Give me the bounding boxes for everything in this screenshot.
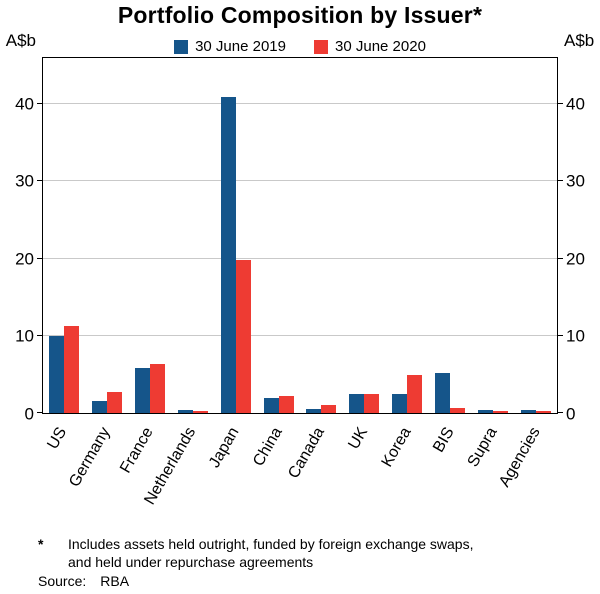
bar-30-June-2019-Agencies xyxy=(520,409,536,413)
bar-30-June-2020-Japan xyxy=(235,260,251,413)
y-tick-label-left-40: 40 xyxy=(15,94,34,114)
bar-30-June-2020-Canada xyxy=(321,404,337,413)
y-tick-label-left-0: 0 xyxy=(24,404,34,424)
bar-30-June-2019-UK xyxy=(349,394,365,413)
x-tick-label-Supra: Supra xyxy=(464,424,501,470)
chart-title: Portfolio Composition by Issuer* xyxy=(117,2,483,28)
gridline-10 xyxy=(43,334,557,336)
y-tick-label-right-20: 20 xyxy=(566,249,585,269)
source-label: Source: xyxy=(38,573,87,589)
axis-tick-tick-right-0 xyxy=(557,412,563,413)
y-axis-labels-right: 0 10 20 30 40 xyxy=(558,57,600,422)
legend-item-2020: 30 June 2020 xyxy=(314,38,426,55)
bar-30-June-2019-US xyxy=(49,335,65,413)
x-tick-label-Korea: Korea xyxy=(378,424,415,470)
axis-tick-tick-left-10 xyxy=(37,334,43,336)
bar-30-June-2019-Korea xyxy=(392,394,408,413)
legend-label-2019: 30 June 2019 xyxy=(195,38,286,55)
bar-30-June-2019-Germany xyxy=(92,401,108,413)
y-tick-label-right-30: 30 xyxy=(566,171,585,191)
y-tick-label-right-40: 40 xyxy=(566,94,585,114)
bar-30-June-2019-Supra xyxy=(477,409,493,413)
axis-tick-tick-right-10 xyxy=(557,334,563,336)
bar-30-June-2019-BIS xyxy=(434,372,450,413)
x-tick-label-China: China xyxy=(249,424,286,470)
x-tick-label-UK: UK xyxy=(345,424,372,453)
axis-tick-tick-right-20 xyxy=(557,257,563,259)
bar-30-June-2019-China xyxy=(263,397,279,413)
footnote-marker: * xyxy=(38,536,44,552)
y-axis-unit-left: A$b xyxy=(5,31,36,50)
bar-30-June-2020-Korea xyxy=(407,375,423,413)
y-tick-label-right-0: 0 xyxy=(566,404,576,424)
y-tick-label-left-20: 20 xyxy=(15,249,34,269)
x-tick-label-BIS: BIS xyxy=(429,424,458,456)
bar-30-June-2020-BIS xyxy=(449,407,465,413)
bar-30-June-2020-US xyxy=(64,325,80,413)
plot-area xyxy=(37,57,563,414)
gridline-20 xyxy=(43,257,557,259)
axis-tick-tick-left-0 xyxy=(37,412,43,413)
bar-30-June-2020-China xyxy=(278,396,294,413)
bar-30-June-2020-UK xyxy=(364,394,380,413)
x-tick-label-Canada: Canada xyxy=(285,424,329,482)
legend-label-2020: 30 June 2020 xyxy=(335,38,426,55)
source-value: RBA xyxy=(100,573,130,589)
bar-30-June-2019-Netherlands xyxy=(177,409,193,413)
axis-tick-tick-right-30 xyxy=(557,180,563,182)
y-axis-unit-right: A$b xyxy=(564,31,595,50)
gridline-30 xyxy=(43,180,557,182)
bar-30-June-2020-Supra xyxy=(492,410,508,413)
gridline-40 xyxy=(43,103,557,105)
y-tick-label-left-10: 10 xyxy=(15,326,34,346)
axis-tick-tick-left-40 xyxy=(37,103,43,105)
bar-30-June-2020-France xyxy=(150,363,166,413)
bar-30-June-2019-Japan xyxy=(220,96,236,413)
y-tick-label-left-30: 30 xyxy=(15,171,34,191)
footnote-text: Includes assets held outright, funded by… xyxy=(68,536,473,571)
x-axis-labels: US Germany France Netherlands Japan China Cana… xyxy=(42,414,558,534)
footnote: * Includes assets held outright, funded … xyxy=(38,536,584,571)
y-tick-label-right-10: 10 xyxy=(566,326,585,346)
x-tick-label-Germany: Germany xyxy=(65,424,114,490)
bar-30-June-2020-Germany xyxy=(107,392,123,413)
legend: 30 June 2019 30 June 2020 xyxy=(42,38,558,55)
footnote-line-2: and held under repurchase agreements xyxy=(68,553,314,570)
x-tick-label-Japan: Japan xyxy=(205,424,243,471)
footnote-line-1: Includes assets held outright, funded by… xyxy=(68,536,474,552)
bar-30-June-2019-Canada xyxy=(306,409,322,413)
legend-item-2019: 30 June 2019 xyxy=(174,38,286,55)
y-axis-labels-left: 0 10 20 30 40 xyxy=(0,57,42,422)
legend-swatch-2020 xyxy=(314,39,328,54)
x-tick-label-France: France xyxy=(116,424,157,477)
x-tick-label-US: US xyxy=(44,424,71,453)
axis-tick-tick-left-30 xyxy=(37,180,43,182)
source-line: Source: RBA xyxy=(38,573,129,589)
axis-tick-tick-left-20 xyxy=(37,257,43,259)
x-tick-label-Agencies: Agencies xyxy=(495,424,544,491)
bar-30-June-2020-Agencies xyxy=(535,411,551,413)
bar-30-June-2019-France xyxy=(135,368,151,413)
bar-30-June-2020-Netherlands xyxy=(192,410,208,413)
axis-tick-tick-right-40 xyxy=(557,103,563,105)
legend-swatch-2019 xyxy=(174,39,189,54)
